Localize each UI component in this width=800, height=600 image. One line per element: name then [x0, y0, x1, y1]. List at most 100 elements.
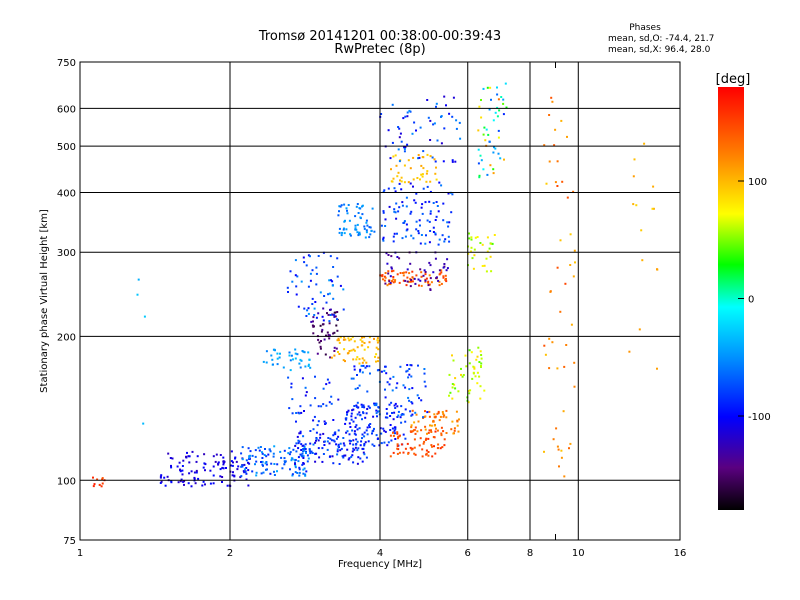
data-point — [337, 429, 340, 432]
data-point — [273, 348, 276, 351]
data-point — [434, 160, 437, 163]
data-point — [480, 354, 483, 356]
data-point — [446, 267, 449, 270]
data-point — [408, 272, 411, 275]
data-point — [373, 230, 376, 233]
data-point — [333, 354, 336, 357]
data-point — [656, 367, 658, 370]
data-point — [361, 336, 363, 339]
data-point — [331, 284, 334, 287]
data-point — [375, 353, 378, 356]
data-point — [297, 442, 300, 445]
data-point — [290, 354, 293, 357]
data-point — [429, 424, 431, 427]
data-point — [417, 230, 420, 232]
data-point — [404, 279, 407, 282]
data-point — [421, 175, 424, 178]
data-point — [346, 430, 349, 433]
data-point — [484, 139, 487, 142]
data-point — [552, 438, 555, 441]
data-point — [137, 278, 140, 281]
data-point — [492, 119, 495, 122]
data-point — [273, 445, 276, 448]
data-point — [287, 452, 290, 455]
data-point — [376, 339, 379, 342]
data-point — [306, 309, 309, 312]
data-point — [382, 238, 385, 241]
data-point — [494, 111, 497, 114]
data-point — [287, 291, 289, 293]
data-point — [554, 181, 557, 184]
data-point — [400, 140, 403, 143]
data-point — [492, 168, 495, 171]
data-point — [368, 424, 370, 427]
data-point — [204, 463, 207, 466]
data-point — [350, 412, 353, 415]
data-point — [330, 402, 333, 405]
data-point — [448, 394, 450, 397]
data-point — [345, 228, 348, 231]
data-point — [354, 224, 357, 227]
data-point — [345, 417, 348, 420]
data-point — [354, 215, 357, 218]
data-point — [441, 234, 444, 237]
data-point — [422, 187, 425, 190]
data-point — [392, 235, 395, 238]
data-point — [276, 357, 279, 360]
data-point — [347, 337, 350, 340]
data-point — [392, 155, 395, 158]
data-point — [170, 466, 173, 469]
data-point — [473, 248, 476, 251]
data-point — [365, 229, 368, 232]
data-point — [164, 484, 167, 487]
data-point — [436, 412, 439, 415]
data-point — [362, 447, 365, 450]
data-point — [255, 460, 258, 463]
data-point — [406, 369, 409, 372]
data-point — [422, 167, 425, 170]
data-point — [348, 457, 351, 460]
data-point — [397, 126, 400, 128]
data-point — [412, 237, 415, 240]
data-point — [437, 443, 440, 446]
data-point — [425, 180, 428, 183]
data-point — [640, 229, 643, 232]
data-point — [372, 415, 375, 418]
data-point — [269, 472, 272, 475]
data-point — [559, 310, 562, 313]
data-point — [443, 240, 446, 243]
data-point — [551, 341, 554, 344]
data-point — [394, 407, 397, 409]
data-point — [226, 484, 229, 487]
data-point — [390, 255, 393, 258]
data-point — [377, 406, 380, 409]
data-point — [303, 410, 305, 412]
data-point — [315, 439, 317, 442]
data-point — [336, 275, 339, 278]
data-point — [424, 415, 427, 418]
data-point — [264, 448, 266, 450]
data-point — [389, 429, 392, 431]
data-point — [388, 383, 391, 386]
data-point — [406, 228, 409, 231]
data-point — [286, 286, 289, 289]
data-point — [452, 359, 455, 362]
data-point — [489, 86, 492, 89]
data-point — [652, 207, 655, 210]
data-point — [454, 160, 457, 163]
data-point — [415, 228, 418, 231]
data-point — [429, 190, 432, 193]
data-point — [190, 485, 193, 488]
data-point — [293, 458, 296, 461]
data-point — [391, 141, 394, 144]
data-point — [212, 474, 215, 477]
data-point — [403, 148, 406, 150]
data-point — [179, 480, 182, 483]
data-point — [327, 313, 330, 316]
data-point — [294, 352, 297, 355]
data-point — [401, 204, 404, 207]
data-point — [485, 128, 488, 131]
data-point — [305, 391, 308, 394]
data-point — [411, 402, 414, 405]
data-point — [406, 276, 409, 279]
